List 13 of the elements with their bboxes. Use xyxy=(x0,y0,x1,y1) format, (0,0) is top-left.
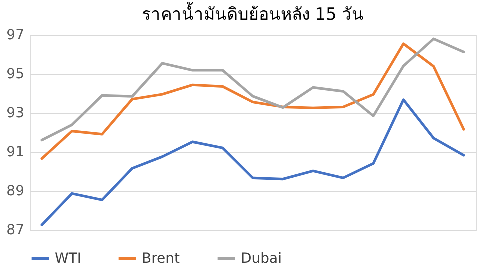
line-series xyxy=(40,38,466,142)
line-series xyxy=(40,98,466,226)
y-tick-label: 93 xyxy=(6,106,24,122)
y-tick-label: 87 xyxy=(6,222,24,238)
y-tick-label: 95 xyxy=(6,66,24,82)
line-series xyxy=(40,42,466,160)
y-tick-label: 97 xyxy=(6,28,24,44)
chart-title: ราคาน้ำมันดิบย้อนหลัง 15 วัน xyxy=(142,2,364,25)
legend-label: Dubai xyxy=(241,250,282,267)
legend-label: Brent xyxy=(142,250,181,267)
legend-label: WTI xyxy=(55,250,82,267)
y-tick-label: 89 xyxy=(6,184,24,200)
y-tick-label: 91 xyxy=(6,144,24,160)
